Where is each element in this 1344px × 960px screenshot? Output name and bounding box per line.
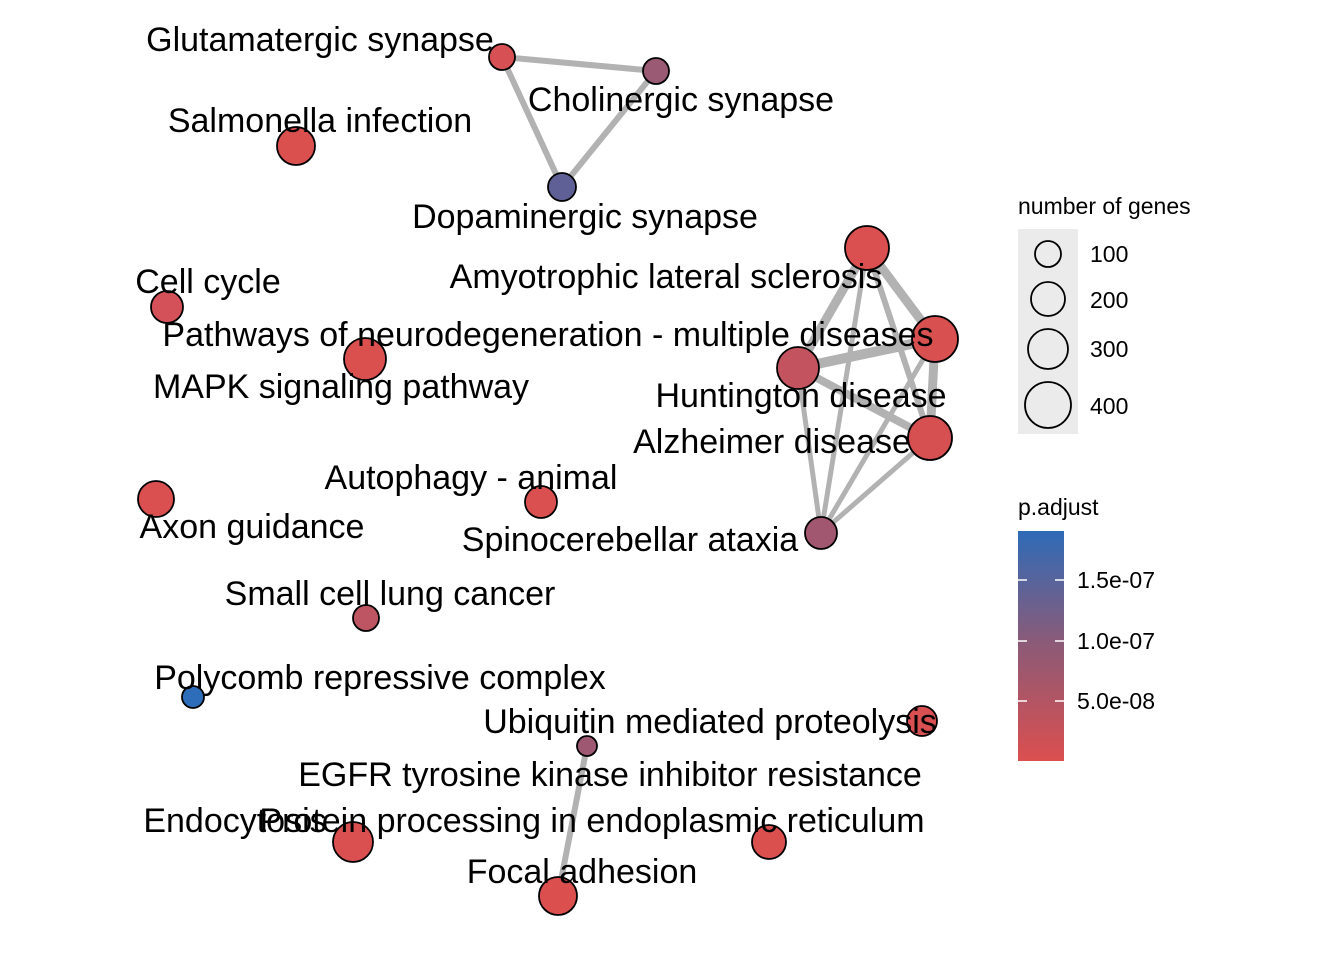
edge-als-hunt xyxy=(793,243,872,373)
node-alz[interactable] xyxy=(907,415,953,461)
node-endo[interactable] xyxy=(332,821,374,863)
color-legend-label-2: 1.0e-07 xyxy=(1077,628,1155,654)
edge-hunt-alz xyxy=(794,364,934,442)
label-dopa: Dopaminergic synapse xyxy=(412,198,758,236)
size-legend-label-300: 300 xyxy=(1090,336,1128,362)
color-legend-bar xyxy=(1018,531,1064,761)
label-foca: Focal adhesion xyxy=(467,853,698,891)
label-prot: Protein processing in endoplasmic reticu… xyxy=(259,802,924,840)
size-legend-label-200: 200 xyxy=(1090,287,1128,313)
edge-glut-dopa xyxy=(499,54,565,190)
edge-egfr-foca xyxy=(555,743,590,899)
label-hunt: Huntington disease xyxy=(655,377,946,415)
edge-chol-dopa xyxy=(559,68,659,190)
label-cell: Cell cycle xyxy=(135,263,280,301)
label-alz: Alzheimer disease xyxy=(633,423,911,461)
edge-alz-spin xyxy=(818,435,933,536)
edge-glut-chol xyxy=(499,54,659,74)
node-als[interactable] xyxy=(844,225,890,271)
label-endo: Endocytosis xyxy=(143,802,326,840)
label-layer: Glutamatergic synapse Cholinergic synaps… xyxy=(135,21,946,891)
node-hunt[interactable] xyxy=(776,346,820,390)
label-spin: Spinocerebellar ataxia xyxy=(462,521,799,559)
node-sclc[interactable] xyxy=(352,604,380,632)
color-legend-label-3: 5.0e-08 xyxy=(1077,688,1155,714)
size-legend: number of genes 100 200 300 400 xyxy=(1018,193,1191,434)
label-sclc: Small cell lung cancer xyxy=(225,575,556,613)
node-ubiq[interactable] xyxy=(906,705,938,737)
node-path[interactable] xyxy=(911,315,959,363)
color-legend: p.adjust 1.5e-07 1.0e-07 5.0e-08 xyxy=(1018,494,1155,761)
node-salm[interactable] xyxy=(276,126,316,166)
size-legend-label-400: 400 xyxy=(1090,393,1128,419)
node-foca[interactable] xyxy=(538,876,578,916)
label-poly: Polycomb repressive complex xyxy=(154,659,606,697)
node-poly[interactable] xyxy=(181,685,205,709)
label-path: Pathways of neurodegeneration - multiple… xyxy=(162,316,933,354)
node-dopa[interactable] xyxy=(547,172,577,202)
node-glut[interactable] xyxy=(488,43,516,71)
label-egfr: EGFR tyrosine kinase inhibitor resistanc… xyxy=(298,756,922,794)
label-glut: Glutamatergic synapse xyxy=(146,21,494,59)
size-legend-circle-400 xyxy=(1024,381,1072,429)
size-legend-circle-200 xyxy=(1030,281,1066,317)
edge-layer xyxy=(499,54,940,899)
edge-hunt-spin xyxy=(795,365,824,536)
node-axon[interactable] xyxy=(137,480,175,518)
color-legend-label-1: 1.5e-07 xyxy=(1077,567,1155,593)
size-legend-circle-100 xyxy=(1034,240,1062,268)
label-mapk: MAPK signaling pathway xyxy=(153,368,529,406)
label-chol: Cholinergic synapse xyxy=(528,81,834,119)
edge-path-spin xyxy=(818,336,938,536)
color-legend-title: p.adjust xyxy=(1018,494,1099,520)
size-legend-label-100: 100 xyxy=(1090,241,1128,267)
label-auto: Autophagy - animal xyxy=(325,459,618,497)
node-layer xyxy=(137,43,959,916)
size-legend-title: number of genes xyxy=(1018,193,1191,219)
label-axon: Axon guidance xyxy=(140,508,365,546)
node-prot[interactable] xyxy=(751,824,787,860)
node-chol[interactable] xyxy=(642,57,670,85)
node-cell[interactable] xyxy=(150,290,184,324)
size-legend-circle-300 xyxy=(1027,328,1069,370)
node-auto[interactable] xyxy=(524,485,558,519)
label-salm: Salmonella infection xyxy=(168,102,472,140)
node-spin[interactable] xyxy=(804,516,838,550)
node-mapk[interactable] xyxy=(343,337,387,381)
label-als: Amyotrophic lateral sclerosis xyxy=(450,258,883,296)
node-egfr[interactable] xyxy=(576,735,598,757)
label-ubiq: Ubiquitin mediated proteolysis xyxy=(483,703,937,741)
